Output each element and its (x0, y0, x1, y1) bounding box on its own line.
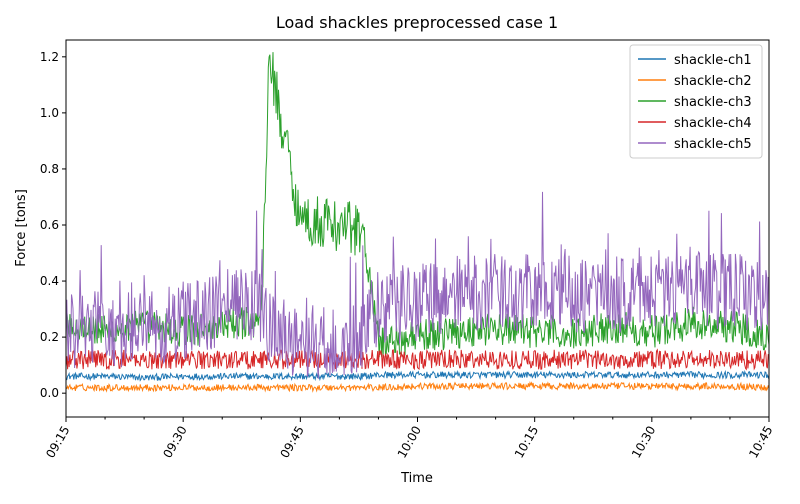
legend-box (629, 44, 763, 159)
y-axis: 0.0 0.2 0.4 0.6 0.8 1.0 1.2 (40, 50, 66, 400)
series-line-shackle-ch5 (65, 191, 770, 379)
y-tick-label: 0.6 (40, 218, 59, 232)
y-tick-label: 1.2 (40, 50, 59, 64)
legend-label: shackle-ch1 (674, 53, 752, 68)
legend: shackle-ch1 shackle-ch2 shackle-ch3 shackle… (629, 44, 763, 159)
x-axis: 09:15 09:30 09:45 10:00 10:15 10:30 10:45 (43, 417, 776, 461)
y-tick-label: 0.8 (40, 162, 59, 176)
x-tick-label: 10:00 (395, 424, 424, 461)
y-tick-label: 0.2 (40, 330, 59, 344)
x-tick-label: 09:15 (43, 424, 72, 461)
y-axis-label: Force [tons] (14, 189, 29, 267)
y-tick-label: 0.0 (40, 386, 59, 400)
x-tick-label: 09:30 (160, 424, 189, 461)
series-line-shackle-ch2 (65, 380, 770, 393)
legend-label: shackle-ch4 (674, 116, 752, 131)
x-tick-label: 10:15 (512, 424, 541, 461)
series-layer (65, 52, 770, 393)
x-axis-label: Time (400, 471, 433, 486)
x-tick-label: 09:45 (278, 424, 307, 461)
chart-title: Load shackles preprocessed case 1 (276, 13, 558, 32)
x-tick-label: 10:30 (629, 424, 658, 461)
y-tick-label: 0.4 (40, 274, 59, 288)
legend-label: shackle-ch3 (674, 95, 752, 110)
series-line-shackle-ch1 (66, 369, 770, 382)
legend-label: shackle-ch5 (674, 137, 752, 152)
x-tick-label: 10:45 (746, 424, 775, 461)
series-line-shackle-ch4 (65, 348, 769, 371)
legend-label: shackle-ch2 (674, 74, 752, 89)
y-tick-label: 1.0 (40, 106, 59, 120)
